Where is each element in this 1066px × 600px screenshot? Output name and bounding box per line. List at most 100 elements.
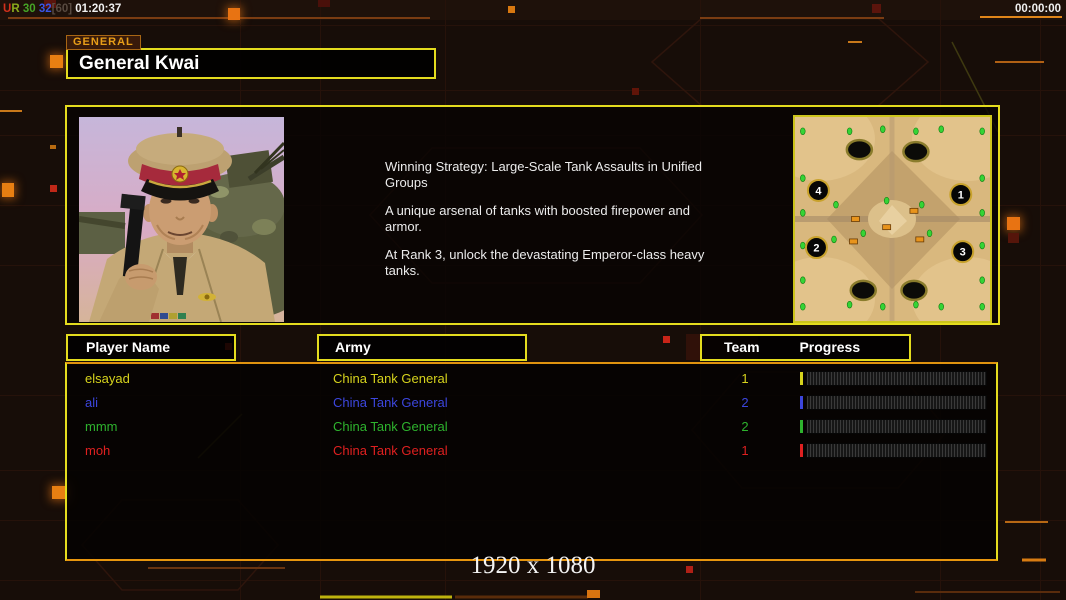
tree-marker [979,174,985,182]
decor-square [686,566,693,573]
decor-square [228,8,240,20]
decor-square [872,4,881,13]
start-position-marker [951,240,975,264]
start-position-number: 3 [960,247,966,259]
player-team: 2 [741,395,749,410]
tree-marker [913,300,919,309]
decor-square [50,55,63,68]
start-position-marker [804,236,828,260]
progress-fill [800,396,803,409]
resolution-label: 1920 x 1080 [470,552,596,579]
start-position-number: 1 [958,190,964,202]
general-portrait [79,117,284,322]
tree-marker [880,125,886,133]
decor-square [50,185,57,192]
tree-marker [800,209,806,217]
progress-bar [800,371,987,386]
supply-marker [882,224,892,231]
progress-track [806,395,987,410]
progress-track [806,419,987,434]
player-army: China Tank General [333,395,448,410]
supply-marker [915,236,925,243]
tree-marker [800,127,806,135]
tree-marker [938,125,944,133]
decor-square [1007,217,1020,230]
tree-marker [880,303,886,311]
tree-marker [913,127,919,135]
tree-marker [800,241,806,250]
decor-square [508,6,515,13]
tree-marker [919,201,925,209]
progress-track [806,443,987,458]
header-army-label: Army [335,339,371,355]
crater-marker [845,138,874,161]
decor-square [52,486,67,499]
tree-marker [846,300,853,309]
decor-square [2,183,14,197]
tree-marker [979,209,985,217]
minimap-terrain: 1 2 3 4 [765,97,1022,341]
start-position-marker [949,183,973,207]
tree-marker [831,235,837,244]
topbar-segment: R [11,3,20,15]
player-name: mmm [85,419,118,434]
start-position-number: 4 [815,185,822,197]
header-team-label: Team [724,339,760,355]
description-paragraph: A unique arsenal of tanks with boosted f… [385,203,690,234]
progress-fill [800,444,803,457]
player-army: China Tank General [333,419,448,434]
crater-marker [902,140,930,163]
player-army: China Tank General [333,443,448,458]
match-timer: 00:00:00 [1014,3,1061,15]
progress-bar [800,395,987,410]
tree-marker [979,127,985,135]
header-player-name: Player Name [66,334,236,361]
general-info-panel: Winning Strategy: Large-Scale Tank Assau… [65,97,1022,341]
player-list: elsayad China Tank General 1 ali China Tank … [65,362,998,561]
player-team: 1 [741,371,749,386]
player-row: ali China Tank General 2 [67,391,996,415]
decor-square [632,88,639,95]
topbar-segment: 01:20:37 [72,3,122,15]
topbar-segment: 30 [19,3,36,15]
general-tab-label: GENERAL [66,35,141,50]
player-name: elsayad [85,371,130,386]
player-name: moh [85,443,111,458]
start-position-marker [806,178,830,202]
player-row: mmm China Tank General 2 [67,415,996,439]
tree-marker [800,276,806,284]
description-paragraph: At Rank 3, unlock the devastating Empero… [385,247,705,278]
gentool-overlay: UR 30 32[60] 01:20:37 [3,3,121,15]
tree-marker [860,229,866,237]
crater-marker [849,279,877,302]
minimap: 1 2 3 4 [765,97,1022,341]
progress-fill [800,420,803,433]
tree-marker [926,229,933,237]
progress-bar [800,443,987,458]
tree-marker [833,201,839,209]
header-team-progress: Team Progress [700,334,911,361]
tree-marker [938,303,944,311]
tree-marker [979,303,985,311]
header-progress-label: Progress [799,339,861,355]
decor-square [587,590,600,598]
general-figure [89,127,275,322]
supply-marker [851,216,860,222]
decor-square [44,0,56,8]
tree-marker [846,127,853,135]
topbar-segment: 32 [35,3,52,15]
general-title-box: General Kwai [66,48,436,79]
player-team: 2 [741,419,749,434]
player-team: 1 [741,443,749,458]
supply-marker [849,238,858,245]
description-paragraph: Winning Strategy: Large-Scale Tank Assau… [385,159,702,190]
progress-fill [800,372,803,385]
tree-marker [800,174,806,182]
player-row: elsayad China Tank General 1 [67,367,996,391]
supply-marker [909,207,919,214]
progress-track [806,371,987,386]
header-army: Army [317,334,527,361]
decor-square [1008,233,1019,243]
header-player-name-label: Player Name [86,339,171,355]
